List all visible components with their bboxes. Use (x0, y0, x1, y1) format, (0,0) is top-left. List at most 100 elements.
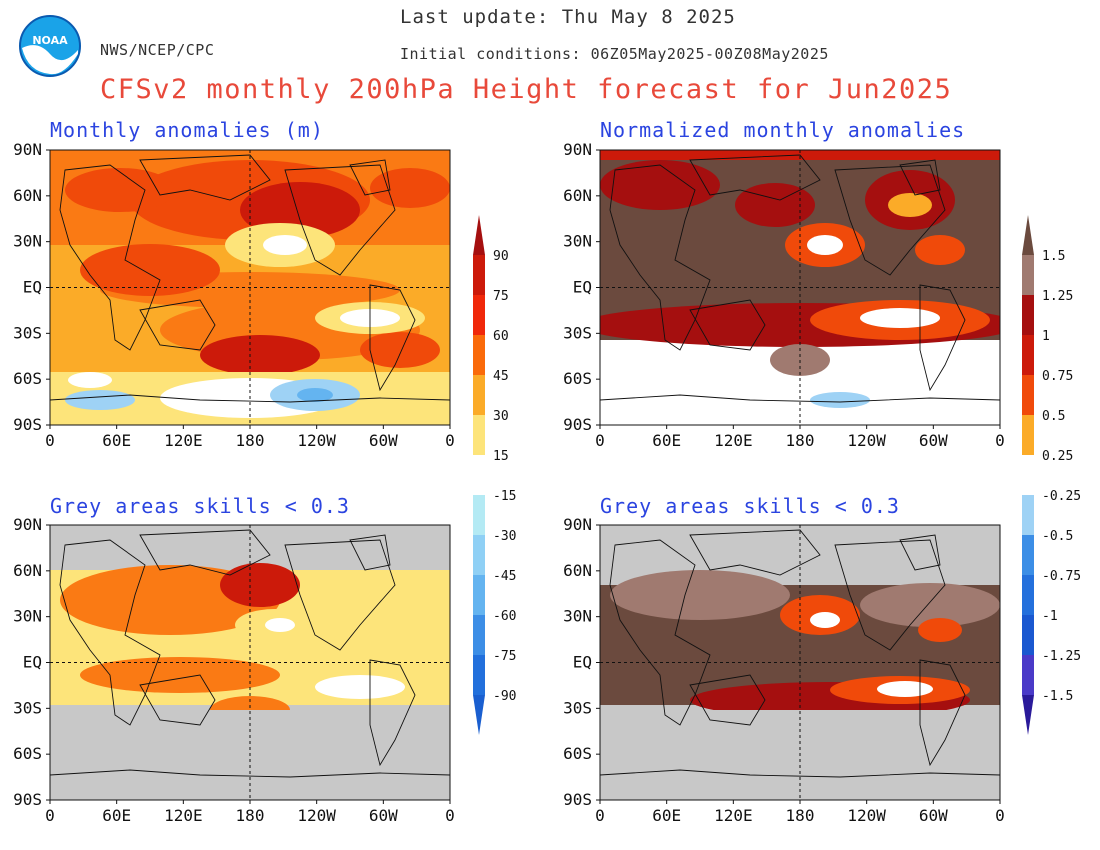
org-label: NWS/NCEP/CPC (100, 41, 215, 59)
lon-label: 180 (786, 806, 815, 825)
lon-label: 0 (445, 806, 455, 825)
noaa-logo: NOAA (18, 14, 82, 78)
colorbar-label: -60 (493, 609, 516, 624)
svg-text:NOAA: NOAA (32, 34, 68, 47)
lon-label: 60E (102, 806, 131, 825)
lat-label: 90N (13, 140, 42, 159)
lat-label: 90S (563, 790, 592, 809)
lat-label: 30S (563, 323, 592, 342)
colorbar-label: -15 (493, 489, 516, 504)
colorbar-label: 0.25 (1042, 449, 1073, 464)
colorbar-segment (473, 575, 485, 615)
colorbar-segment (1022, 535, 1034, 575)
lon-label: 120W (847, 431, 886, 450)
colorbar-segment (473, 535, 485, 575)
colorbar-segment (1022, 575, 1034, 615)
colorbar-segment (473, 375, 485, 415)
lon-label: 60E (102, 431, 131, 450)
initial-conditions: Initial conditions: 06Z05May2025-00Z08Ma… (400, 45, 829, 63)
lat-label: EQ (23, 278, 42, 297)
colorbar-label: -1.5 (1042, 689, 1073, 704)
colorbar-label: 15 (493, 449, 509, 464)
colorbar-segment (473, 695, 485, 735)
colorbar-label: -30 (493, 529, 516, 544)
last-update: Last update: Thu May 8 2025 (400, 6, 736, 28)
colorbar-label: -0.5 (1042, 529, 1073, 544)
lon-label: 60W (919, 431, 948, 450)
colorbar-segment (473, 655, 485, 695)
colorbar-label: -0.75 (1042, 569, 1081, 584)
colorbar-segment (1022, 415, 1034, 455)
lat-label: 60N (563, 186, 592, 205)
colorbar-segment (1022, 695, 1034, 735)
lat-label: 30N (13, 232, 42, 251)
lat-label: 60S (563, 369, 592, 388)
colorbar-segment (473, 335, 485, 375)
colorbar-segment (473, 495, 485, 535)
colorbar-label: 1.25 (1042, 289, 1073, 304)
panel-title-normalized: Normalized monthly anomalies (600, 118, 966, 142)
lat-label: EQ (23, 653, 42, 672)
lat-label: 30S (13, 323, 42, 342)
colorbar-label: 75 (493, 289, 509, 304)
colorbar-segment (473, 215, 485, 255)
lon-label: 60E (652, 806, 681, 825)
lat-label: 60N (13, 561, 42, 580)
panel-title-skill-left: Grey areas skills < 0.3 (50, 494, 350, 518)
colorbar-segment (1022, 495, 1034, 535)
lon-label: 60W (919, 806, 948, 825)
lat-label: 60S (563, 744, 592, 763)
colorbar-segment (473, 255, 485, 295)
colorbar-label: 0.75 (1042, 369, 1073, 384)
lon-label: 120W (297, 431, 336, 450)
lon-label: 120E (714, 431, 753, 450)
colorbar-label: -90 (493, 689, 516, 704)
lon-label: 120E (714, 806, 753, 825)
colorbar-segment (1022, 615, 1034, 655)
lon-label: 0 (995, 431, 1005, 450)
lon-label: 180 (236, 806, 265, 825)
lon-label: 180 (786, 431, 815, 450)
colorbar-normalized: 1.5 1.25 1 0.75 0.5 0.25 -0.25 -0.5 -0.75 -1 -1.25… (1022, 215, 1081, 735)
lat-label: 90N (563, 515, 592, 534)
colorbar-label: 30 (493, 409, 509, 424)
colorbar-segment (1022, 455, 1034, 495)
lat-label: 90N (13, 515, 42, 534)
colorbar-label: 0.5 (1042, 409, 1065, 424)
colorbar-segment (1022, 255, 1034, 295)
lon-label: 120E (164, 806, 203, 825)
lon-label: 120E (164, 431, 203, 450)
lon-label: 0 (595, 806, 605, 825)
lon-label: 120W (297, 806, 336, 825)
lat-label: 30S (563, 698, 592, 717)
lat-label: 30S (13, 698, 42, 717)
colorbar-segment (473, 615, 485, 655)
colorbar-label: 45 (493, 369, 509, 384)
lon-label: 0 (595, 431, 605, 450)
colorbar-label: 60 (493, 329, 509, 344)
colorbar-segment (473, 295, 485, 335)
lat-label: 30N (13, 607, 42, 626)
lat-label: 90S (13, 415, 42, 434)
colorbar-segment (473, 455, 485, 495)
colorbar-segment (1022, 375, 1034, 415)
colorbar-segment (1022, 655, 1034, 695)
colorbar-label: 90 (493, 249, 509, 264)
panel-title-anomalies: Monthly anomalies (m) (50, 118, 324, 142)
lat-label: 30N (563, 232, 592, 251)
lon-label: 0 (45, 806, 55, 825)
panel-title-skill-right: Grey areas skills < 0.3 (600, 494, 900, 518)
lon-label: 60W (369, 806, 398, 825)
colorbar-label: 1.5 (1042, 249, 1065, 264)
lat-label: 60S (13, 369, 42, 388)
colorbar-segment (1022, 295, 1034, 335)
lon-label: 0 (995, 806, 1005, 825)
lat-label: 90N (563, 140, 592, 159)
lat-label: 60N (563, 561, 592, 580)
lat-label: 60S (13, 744, 42, 763)
lon-label: 180 (236, 431, 265, 450)
